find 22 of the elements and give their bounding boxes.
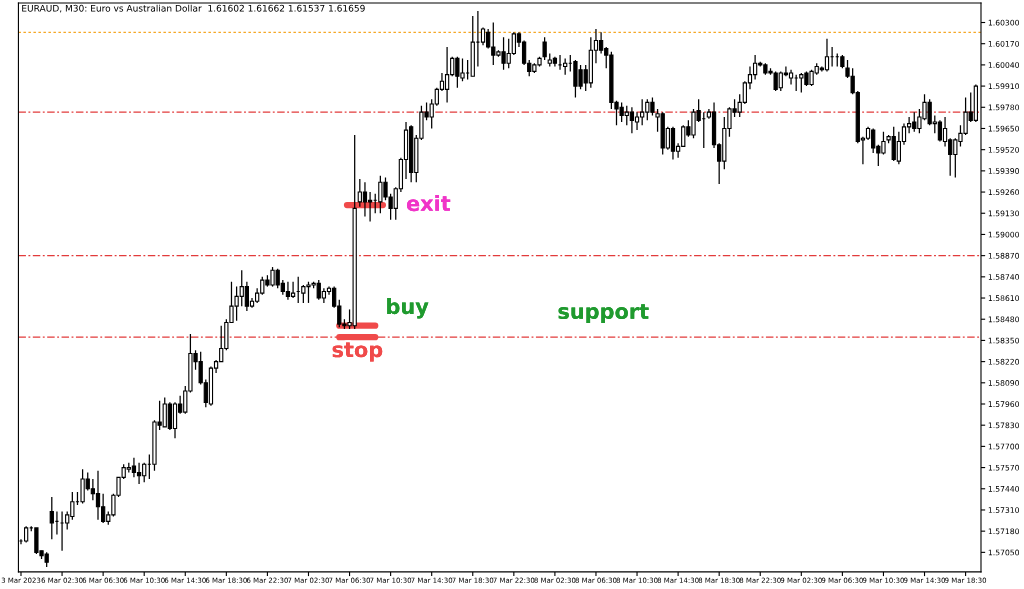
candlestick (244, 281, 250, 312)
candlestick (937, 119, 943, 143)
candlestick (670, 126, 676, 161)
candlestick (131, 457, 137, 478)
candlestick (824, 38, 830, 73)
annotation: support (558, 304, 649, 324)
candlestick (634, 111, 640, 131)
candlestick (59, 510, 65, 552)
candlestick (95, 470, 101, 521)
candlestick (285, 281, 291, 301)
candlestick (542, 36, 547, 61)
candlestick (629, 106, 635, 134)
candlestick (444, 46, 450, 104)
chart-title: EURAUD, M30: Euro vs Australian Dollar 1.61602 1.61662 1.61537 1.61659 (22, 4, 365, 13)
annotation: buy (387, 298, 429, 319)
annotation: stop (332, 342, 383, 362)
candlestick (557, 54, 563, 71)
candlestick (752, 54, 758, 81)
candlestick (598, 31, 604, 55)
annotation: exit (406, 195, 451, 212)
candlestick (290, 281, 296, 299)
candlestick (362, 181, 368, 218)
